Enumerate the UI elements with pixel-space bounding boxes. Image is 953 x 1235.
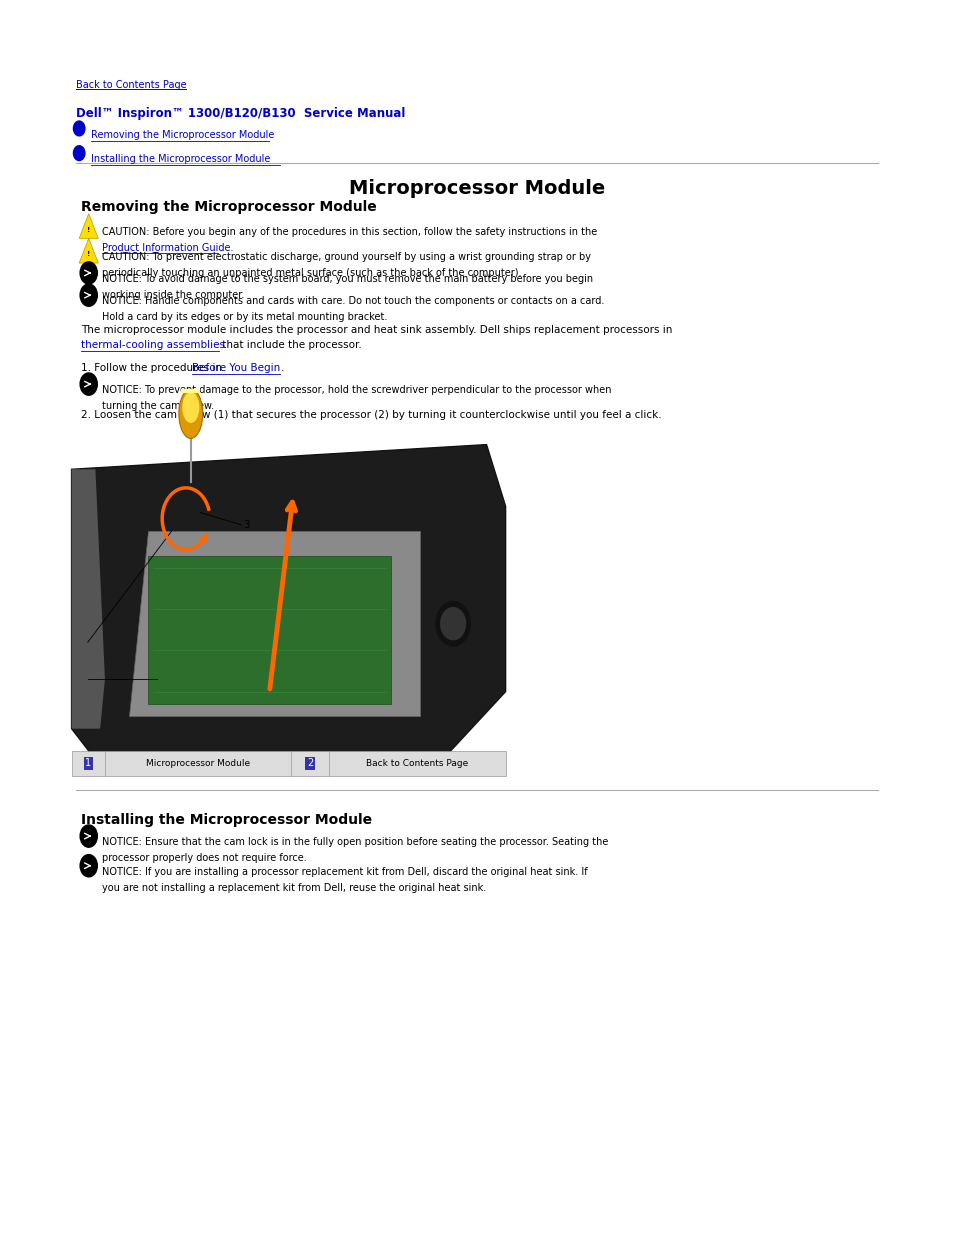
Text: Before You Begin: Before You Begin xyxy=(192,363,280,373)
Ellipse shape xyxy=(182,393,199,424)
Text: Back to Contents Page: Back to Contents Page xyxy=(76,80,187,90)
Text: Back to Contents Page: Back to Contents Page xyxy=(366,758,468,768)
Circle shape xyxy=(80,825,97,847)
Circle shape xyxy=(80,373,97,395)
Text: processor properly does not require force.: processor properly does not require forc… xyxy=(102,853,307,863)
Text: NOTICE: Ensure that the cam lock is in the fully open position before seating th: NOTICE: Ensure that the cam lock is in t… xyxy=(102,837,608,847)
Text: 2: 2 xyxy=(76,674,83,684)
Text: that include the processor.: that include the processor. xyxy=(219,340,362,350)
Circle shape xyxy=(80,284,97,306)
Text: Dell™ Inspiron™ 1300/B120/B130  Service Manual: Dell™ Inspiron™ 1300/B120/B130 Service M… xyxy=(76,107,405,121)
Text: 1: 1 xyxy=(85,758,91,768)
Text: 3: 3 xyxy=(243,520,250,530)
Polygon shape xyxy=(79,214,98,238)
Bar xyxy=(71,751,505,776)
Text: Microprocessor Module: Microprocessor Module xyxy=(146,758,250,768)
Text: 1. Follow the procedures in: 1. Follow the procedures in xyxy=(81,363,225,373)
Text: .: . xyxy=(280,363,284,373)
Text: CAUTION: To prevent electrostatic discharge, ground yourself by using a wrist gr: CAUTION: To prevent electrostatic discha… xyxy=(102,252,591,262)
Text: you are not installing a replacement kit from Dell, reuse the original heat sink: you are not installing a replacement kit… xyxy=(102,883,486,893)
Text: Removing the Microprocessor Module: Removing the Microprocessor Module xyxy=(81,200,376,214)
Text: NOTICE: If you are installing a processor replacement kit from Dell, discard the: NOTICE: If you are installing a processo… xyxy=(102,867,587,877)
Polygon shape xyxy=(129,531,419,716)
Text: 1: 1 xyxy=(76,637,83,647)
Ellipse shape xyxy=(178,389,202,438)
Text: CAUTION: Before you begin any of the procedures in this section, follow the safe: CAUTION: Before you begin any of the pro… xyxy=(102,227,597,237)
Text: NOTICE: Handle components and cards with care. Do not touch the components or co: NOTICE: Handle components and cards with… xyxy=(102,296,604,306)
Text: thermal-cooling assemblies: thermal-cooling assemblies xyxy=(81,340,225,350)
Text: Microprocessor Module: Microprocessor Module xyxy=(349,179,604,198)
Text: Hold a card by its edges or by its metal mounting bracket.: Hold a card by its edges or by its metal… xyxy=(102,312,387,322)
Text: Removing the Microprocessor Module: Removing the Microprocessor Module xyxy=(91,130,274,140)
Circle shape xyxy=(80,855,97,877)
Text: Product Information Guide.: Product Information Guide. xyxy=(102,243,233,253)
Text: NOTICE: To prevent damage to the processor, hold the screwdriver perpendicular t: NOTICE: To prevent damage to the process… xyxy=(102,385,611,395)
Polygon shape xyxy=(79,238,98,263)
Polygon shape xyxy=(148,556,391,704)
Text: 2. Loosen the cam screw (1) that secures the processor (2) by turning it counter: 2. Loosen the cam screw (1) that secures… xyxy=(81,410,661,420)
Text: 2: 2 xyxy=(307,758,313,768)
Text: !: ! xyxy=(87,227,91,232)
Text: periodically touching an unpainted metal surface (such as the back of the comput: periodically touching an unpainted metal… xyxy=(102,268,521,278)
Circle shape xyxy=(73,146,85,161)
Circle shape xyxy=(73,121,85,136)
Circle shape xyxy=(440,608,465,640)
Circle shape xyxy=(436,601,470,646)
Polygon shape xyxy=(71,445,505,753)
Text: !: ! xyxy=(87,252,91,257)
Text: The microprocessor module includes the processor and heat sink assembly. Dell sh: The microprocessor module includes the p… xyxy=(81,325,672,335)
Circle shape xyxy=(80,262,97,284)
Text: turning the cam screw.: turning the cam screw. xyxy=(102,401,214,411)
Text: working inside the computer.: working inside the computer. xyxy=(102,290,244,300)
Polygon shape xyxy=(71,469,105,729)
Text: Installing the Microprocessor Module: Installing the Microprocessor Module xyxy=(81,813,372,826)
Text: Installing the Microprocessor Module: Installing the Microprocessor Module xyxy=(91,154,270,164)
Text: NOTICE: To avoid damage to the system board, you must remove the main battery be: NOTICE: To avoid damage to the system bo… xyxy=(102,274,593,284)
